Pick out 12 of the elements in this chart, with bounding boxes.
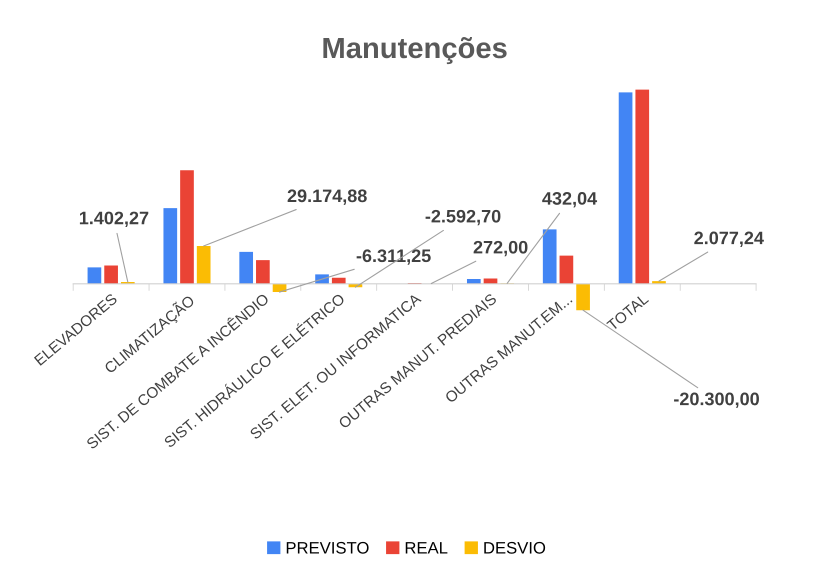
data-label: -2.592,70 <box>426 210 500 226</box>
legend-label: PREVISTO <box>286 542 369 554</box>
data-label: 29.174,88 <box>288 189 367 205</box>
data-label: -6.311,25 <box>356 249 431 265</box>
legend-label: DESVIO <box>484 542 546 554</box>
chart-title: Manutenções <box>323 37 507 64</box>
data-label: -20.300,00 <box>674 392 759 408</box>
data-label: 2.077,24 <box>694 232 764 247</box>
data-label: 432,04 <box>542 192 598 208</box>
data-label: 272,00 <box>474 240 528 256</box>
data-label: 1.402,27 <box>80 212 148 227</box>
legend-label: REAL <box>406 542 448 554</box>
